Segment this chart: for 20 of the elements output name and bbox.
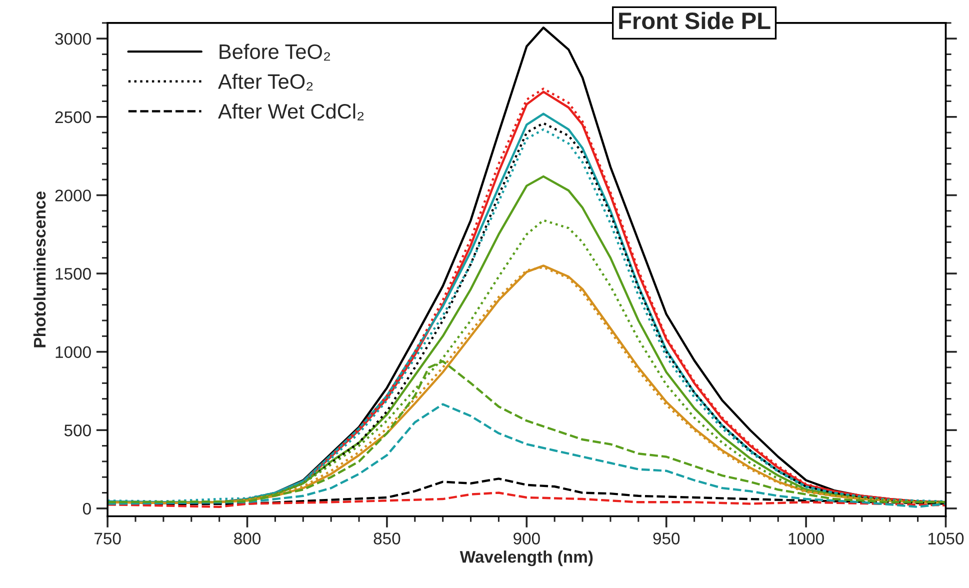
legend-label: After TeO₂: [218, 74, 313, 90]
x-tick-label: 800: [234, 532, 261, 544]
y-tick-label: 1000: [56, 346, 91, 358]
y-tick-label: 2000: [55, 190, 91, 202]
x-tick-label: 1000: [788, 532, 824, 544]
y-tick-label: 0: [82, 502, 91, 515]
y-tick-label: 500: [64, 424, 91, 436]
x-tick-label: 750: [94, 532, 121, 544]
y-tick-label: 3000: [55, 32, 91, 45]
x-axis-title: Wavelength (nm): [460, 550, 593, 566]
legend-label: After Wet CdCl₂: [218, 103, 364, 120]
x-tick-label: 950: [653, 532, 680, 544]
x-tick-label: 850: [374, 532, 400, 544]
y-tick-label: 2500: [55, 111, 91, 124]
x-tick-label: 1050: [928, 532, 964, 544]
y-axis-title: Photoluminescence: [33, 191, 46, 348]
legend-label: Before TeO₂: [220, 44, 330, 61]
y-tick-label: 1500: [56, 268, 91, 280]
chart-title: Front Side PL: [619, 12, 770, 30]
x-tick-label: 900: [514, 532, 540, 544]
